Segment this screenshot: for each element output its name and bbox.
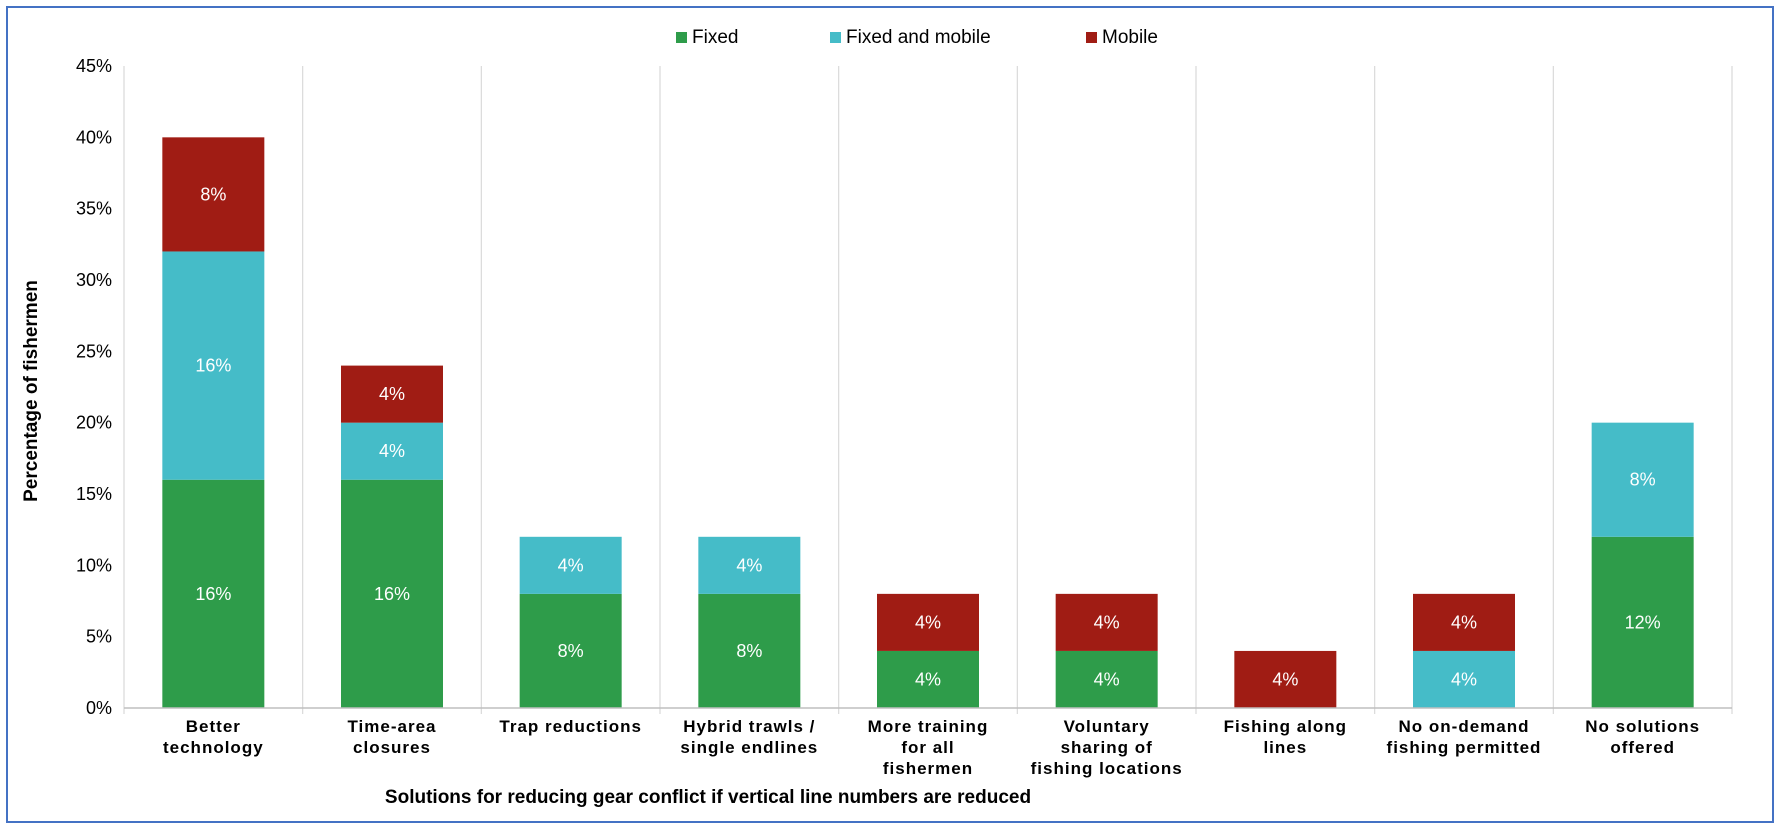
grid-lines: [123, 66, 1733, 714]
legend-label: Fixed: [692, 27, 738, 48]
data-label: 8%: [200, 184, 226, 204]
bar-segment-fixed: [519, 593, 622, 708]
bar-segment-fixed-and-mobile: [698, 536, 801, 594]
y-tick-labels: 0% 5% 10% 15% 20% 25% 30% 35% 40% 45%: [76, 56, 112, 718]
y-tick-label: 30%: [76, 270, 112, 290]
y-tick-label: 35%: [76, 199, 112, 219]
bar-segment-fixed: [1055, 650, 1158, 708]
bars: 16% 16% 8% 16% 4% 4% 8% 4% 8% 4% 4% 4% 4% 4% 4% 4% 4% 12%…: [162, 137, 1694, 708]
stacked-bar-chart: 16% 16% 8% 16% 4% 4% 8% 4% 8% 4% 4% 4% 4% 4% 4% 4% 4% 12%…: [21, 27, 1733, 808]
legend-label: Mobile: [1102, 27, 1158, 48]
data-label: 16%: [374, 584, 410, 604]
data-label: 4%: [558, 555, 584, 575]
x-tick-label: Voluntary sharing of fishing locations: [1031, 717, 1183, 778]
legend: Fixed Fixed and mobile Mobile: [676, 27, 1158, 48]
bar-segment-fixed-and-mobile: [162, 251, 265, 480]
x-tick-label: Hybrid trawls / single endlines: [680, 717, 818, 757]
x-axis-title: Solutions for reducing gear conflict if …: [385, 787, 1031, 808]
data-label: 16%: [195, 584, 231, 604]
bar-segment-fixed-and-mobile: [1591, 422, 1694, 537]
bar-segment-fixed-and-mobile: [341, 422, 443, 480]
x-tick-label-line: No solutions: [1585, 717, 1700, 736]
bar-segment-mobile: [1413, 593, 1515, 651]
bar-segment-mobile: [341, 365, 443, 423]
y-tick-label: 10%: [76, 555, 112, 575]
bar-segment-mobile: [1234, 650, 1337, 708]
data-label: 4%: [379, 384, 405, 404]
x-tick-label: No on-demand fishing permitted: [1387, 717, 1542, 757]
x-tick-label-line: Fishing along: [1224, 717, 1348, 736]
y-tick-label: 20%: [76, 413, 112, 433]
y-tick-label: 45%: [76, 56, 112, 76]
y-tick-label: 5%: [86, 627, 112, 647]
x-tick-label-line: single endlines: [680, 738, 818, 757]
legend-swatch: [830, 32, 841, 43]
x-tick-label-line: No on-demand: [1399, 717, 1530, 736]
y-tick-label: 40%: [76, 127, 112, 147]
data-label: 4%: [1094, 669, 1120, 689]
chart-frame: 16% 16% 8% 16% 4% 4% 8% 4% 8% 4% 4% 4% 4% 4% 4% 4% 4% 12%…: [6, 6, 1774, 823]
data-label: 8%: [736, 641, 762, 661]
bar-segment-mobile: [1055, 593, 1158, 651]
x-tick-label-line: Voluntary: [1064, 717, 1150, 736]
y-tick-label: 15%: [76, 484, 112, 504]
data-label: 4%: [915, 612, 941, 632]
data-label: 4%: [1272, 669, 1298, 689]
x-tick-label-line: lines: [1263, 738, 1307, 757]
x-tick-label: Better technology: [163, 717, 264, 757]
data-label: 8%: [558, 641, 584, 661]
x-tick-label-line: Better: [186, 717, 241, 736]
bar-segment-fixed-and-mobile: [1413, 650, 1515, 708]
x-tick-label-line: More training: [868, 717, 989, 736]
bar-segment-fixed: [877, 650, 979, 708]
x-tick-label-line: technology: [163, 738, 264, 757]
data-label: 4%: [736, 555, 762, 575]
x-tick-label: More training for all fishermen: [868, 717, 989, 778]
bar-segment-fixed-and-mobile: [519, 536, 622, 594]
data-label: 8%: [1630, 470, 1656, 490]
data-label: 4%: [379, 441, 405, 461]
bar-segment-fixed: [698, 593, 801, 708]
x-tick-label-line: fishing permitted: [1387, 738, 1542, 757]
legend-swatch: [676, 32, 687, 43]
data-label: 4%: [915, 669, 941, 689]
x-tick-labels: Better technology Time-area closures Trap re…: [163, 717, 1700, 778]
data-label: 12%: [1625, 612, 1661, 632]
x-tick-label-line: Time-area: [347, 717, 436, 736]
legend-swatch: [1086, 32, 1097, 43]
x-tick-label-line: sharing of: [1061, 738, 1153, 757]
x-tick-label-line: Hybrid trawls /: [683, 717, 815, 736]
bar-segment-fixed: [1591, 536, 1694, 708]
bar-segment-fixed: [341, 479, 443, 708]
x-tick-label-line: for all: [901, 738, 954, 757]
bar-segment-fixed: [162, 479, 265, 708]
x-tick-label-line: Trap reductions: [499, 717, 642, 736]
x-tick-label: Fishing along lines: [1224, 717, 1348, 757]
x-tick-label-line: closures: [353, 738, 431, 757]
x-tick-label: No solutions offered: [1585, 717, 1700, 757]
y-tick-label: 25%: [76, 341, 112, 361]
x-tick-label: Time-area closures: [347, 717, 436, 757]
data-label: 4%: [1451, 669, 1477, 689]
y-tick-label: 0%: [86, 698, 112, 718]
x-tick-label-line: offered: [1610, 738, 1675, 757]
data-label: 16%: [195, 356, 231, 376]
bar-segment-mobile: [877, 593, 979, 651]
data-label: 4%: [1094, 612, 1120, 632]
x-tick-label-line: fishermen: [883, 759, 973, 778]
y-axis-title: Percentage of fishermen: [21, 280, 42, 502]
x-tick-label: Trap reductions: [499, 717, 642, 736]
legend-label: Fixed and mobile: [846, 27, 991, 48]
data-label: 4%: [1451, 612, 1477, 632]
bar-segment-mobile: [162, 137, 265, 252]
x-tick-label-line: fishing locations: [1031, 759, 1183, 778]
